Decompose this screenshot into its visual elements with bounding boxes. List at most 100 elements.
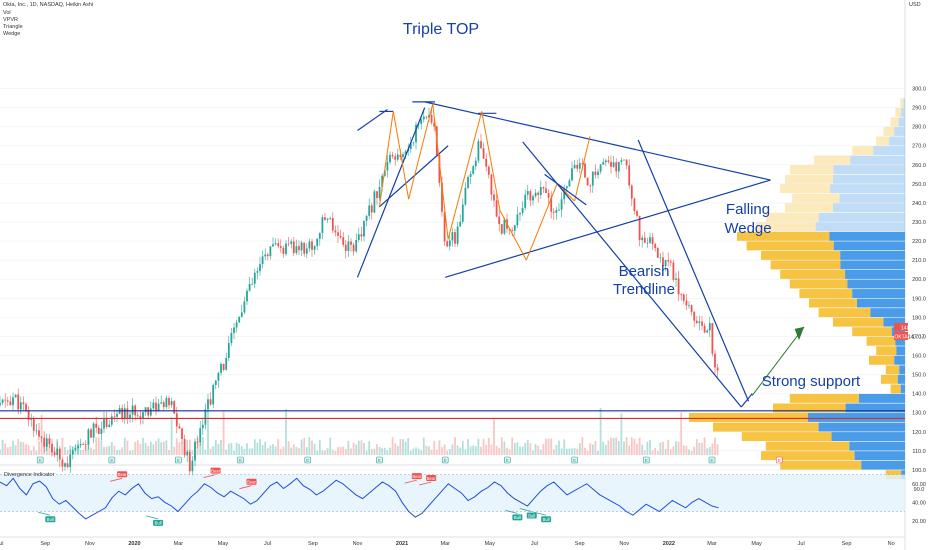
candle-body xyxy=(716,367,719,371)
volume-bar xyxy=(539,449,542,455)
profile-bar-yellow xyxy=(869,355,895,365)
volume-bar xyxy=(714,437,716,455)
volume-bar xyxy=(165,440,168,455)
profile-bar-yellow xyxy=(818,308,871,318)
candle-body xyxy=(178,426,181,429)
candle-body xyxy=(79,444,82,446)
candle-body xyxy=(591,171,594,186)
candle-body xyxy=(248,283,251,291)
earnings-letter: E xyxy=(711,458,714,463)
divergence-line xyxy=(404,479,417,484)
candle-body xyxy=(285,243,287,254)
indicator-vpvr[interactable]: VPVR xyxy=(3,17,18,23)
volume-bar xyxy=(311,440,313,455)
candle-body xyxy=(555,209,558,213)
candle-body xyxy=(342,237,345,245)
profile-bar-yellow xyxy=(881,374,898,384)
candle-body xyxy=(201,424,204,429)
candle-body xyxy=(58,448,61,460)
candle-body xyxy=(35,430,38,432)
candle-body xyxy=(116,413,118,417)
volume-bar xyxy=(344,449,347,455)
indicator-triangle[interactable]: Triangle xyxy=(3,24,23,30)
candle-body xyxy=(350,241,352,245)
profile-bar-yellow xyxy=(741,432,832,442)
candle-body xyxy=(482,148,485,159)
volume-bar xyxy=(113,445,116,455)
candle-body xyxy=(630,185,633,199)
volume-bar xyxy=(451,444,454,455)
volume-bar xyxy=(4,443,7,455)
projection-arrow-head xyxy=(794,326,805,341)
price-tick-label: 230.0 xyxy=(912,220,926,226)
divergence-badge xyxy=(210,467,221,474)
projection-arrow xyxy=(751,326,805,396)
profile-bar-blue xyxy=(852,289,905,299)
indicator-wedge[interactable]: Wedge xyxy=(3,31,21,37)
candle-body xyxy=(695,320,698,323)
candle-body xyxy=(1,399,4,403)
divergence-line xyxy=(38,511,51,516)
candle-body xyxy=(513,225,516,231)
candle-body xyxy=(113,416,116,418)
volume-bar xyxy=(448,448,451,455)
price-tick-label: 140.0 xyxy=(912,392,926,398)
profile-bar-blue xyxy=(894,355,905,365)
bearish-label-line2: Trendline xyxy=(613,281,675,298)
candle-body xyxy=(27,410,30,420)
candle-body xyxy=(355,239,358,252)
candle-body xyxy=(344,244,347,251)
candle-body xyxy=(399,154,402,157)
volume-bar xyxy=(201,437,204,455)
candle-body xyxy=(552,211,555,213)
volume-bar xyxy=(711,443,714,455)
candle-body xyxy=(451,232,454,241)
candle-body xyxy=(558,209,560,211)
candle-body xyxy=(175,413,178,427)
volume-bar xyxy=(664,448,667,455)
divergence-line xyxy=(505,509,518,514)
candle-body xyxy=(64,463,66,467)
candle-body xyxy=(303,242,306,254)
falling-label-line1: Falling xyxy=(726,201,770,218)
zigzag-segment xyxy=(408,103,434,200)
candle-body xyxy=(105,419,108,427)
profile-bar-blue xyxy=(873,146,905,155)
candle-body xyxy=(173,401,176,414)
volume-bar xyxy=(594,441,597,455)
volume-bar xyxy=(259,439,261,455)
volume-bar xyxy=(300,439,303,455)
candle-body xyxy=(48,438,51,444)
candle-body xyxy=(443,211,446,242)
candle-body xyxy=(92,423,95,438)
divergence-badge xyxy=(541,516,552,523)
candle-body xyxy=(433,122,436,127)
candle-body xyxy=(394,156,397,160)
profile-bar-yellow xyxy=(780,460,862,470)
profile-bar-yellow xyxy=(876,346,897,356)
price-tick-label: 270.0 xyxy=(912,144,926,150)
profile-bar-blue xyxy=(850,155,905,165)
candle-body xyxy=(316,238,319,247)
indicator-vol[interactable]: Vol xyxy=(3,10,11,16)
profile-bar-yellow xyxy=(789,165,834,175)
volume-bar xyxy=(123,437,126,455)
volume-bar xyxy=(370,448,373,455)
zigzag-segment xyxy=(499,210,527,261)
candle-body xyxy=(360,234,363,237)
candle-body xyxy=(589,185,592,187)
osc-tick-label: 20.00 xyxy=(912,519,926,525)
candle-body xyxy=(209,399,212,405)
profile-bar-yellow xyxy=(737,231,830,241)
candle-body xyxy=(253,272,256,284)
volume-bar xyxy=(677,441,680,455)
volume-bar xyxy=(524,443,527,455)
volume-bar xyxy=(217,443,220,455)
volume-bar xyxy=(191,450,194,455)
profile-bar-yellow xyxy=(780,184,831,194)
price-tick-label: 290.0 xyxy=(912,106,926,112)
profile-bar-blue xyxy=(818,422,905,432)
candle-body xyxy=(97,427,100,434)
profile-bar-blue xyxy=(883,317,905,327)
